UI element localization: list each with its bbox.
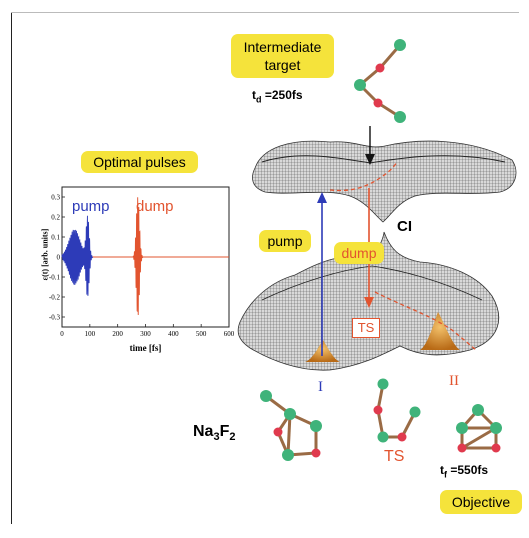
y-tick-label: 0.1 [51,234,60,242]
td-t: t [252,88,256,102]
objective-label: Objective [451,494,511,510]
formula-f: F [219,423,230,440]
x-tick-label: 500 [196,330,207,338]
td-value: =250fs [261,88,303,102]
ts-bottom-label: TS [384,448,405,465]
ci-label: CI [397,218,412,235]
intermediate-target-label: Intermediate target [243,39,322,73]
td-label: td =250fs [252,88,303,104]
dump-box [334,242,384,264]
ts-box-label: TS [352,318,380,338]
tf-t: t [440,463,444,477]
y-tick-label: 0.2 [51,214,60,222]
formula-sub2: 2 [229,431,236,444]
inset-ylabel: ε(t) [arb. units] [40,228,50,281]
dump-arrow-head [364,297,374,308]
tf-sub: f [444,469,447,480]
optimal-pulses-box [81,151,198,173]
pump-box [259,230,311,252]
y-tick-label: -0.1 [49,274,61,282]
wavepacket-II [420,312,460,350]
molecule-formula: Na3F2 [193,423,235,443]
x-tick-label: 100 [85,330,96,338]
x-tick-label: 400 [168,330,179,338]
intermediate-target-box [231,34,334,78]
td-sub: d [256,94,262,105]
reaction-path-upper [329,161,398,192]
inset-plot-ticks: 0 100 200 300 400 500 600 0.3 0.2 0.1 0 -0.1 -0.2 -0.… [49,194,235,339]
frame-left-line [11,12,12,524]
x-tick-label: 600 [224,330,235,338]
inset-legend-pump: pump [72,198,110,215]
y-tick-label: 0.3 [51,194,60,202]
y-tick-label: -0.3 [49,314,61,322]
frame-top-line [11,12,519,13]
inset-plot-series [61,197,144,316]
x-tick-label: 300 [140,330,151,338]
x-tick-label: 200 [112,330,123,338]
molecule-TS [373,378,421,443]
upper-potential-surface [252,140,517,223]
tf-label: tf =550fs [440,463,488,479]
tf-value: =550fs [447,463,489,477]
state-I-label: I [318,379,323,395]
inset-xlabel: time [fs] [129,343,162,353]
objective-box [440,490,522,514]
state-II-label: II [449,373,459,389]
pump-pulse-line [61,215,94,296]
reaction-path-lower [374,291,477,351]
x-tick-label: 0 [60,330,64,338]
formula-na: Na [193,423,214,440]
intermediate-target-molecule [354,39,406,123]
dump-label: dump [341,245,377,261]
inset-legend-dump: dump [136,198,174,215]
formula-sub1: 3 [213,431,220,444]
pump-label: pump [267,233,303,249]
molecule-I [260,390,322,461]
lower-surface-ridge [261,265,483,301]
dump-pulse-line [132,197,144,316]
y-tick-label: -0.2 [49,294,61,302]
optimal-pulses-label: Optimal pulses [93,154,186,170]
target-arrow-head [365,154,375,165]
y-tick-label: 0 [57,254,61,262]
pump-arrow-head [317,192,327,203]
molecule-II [456,404,502,453]
